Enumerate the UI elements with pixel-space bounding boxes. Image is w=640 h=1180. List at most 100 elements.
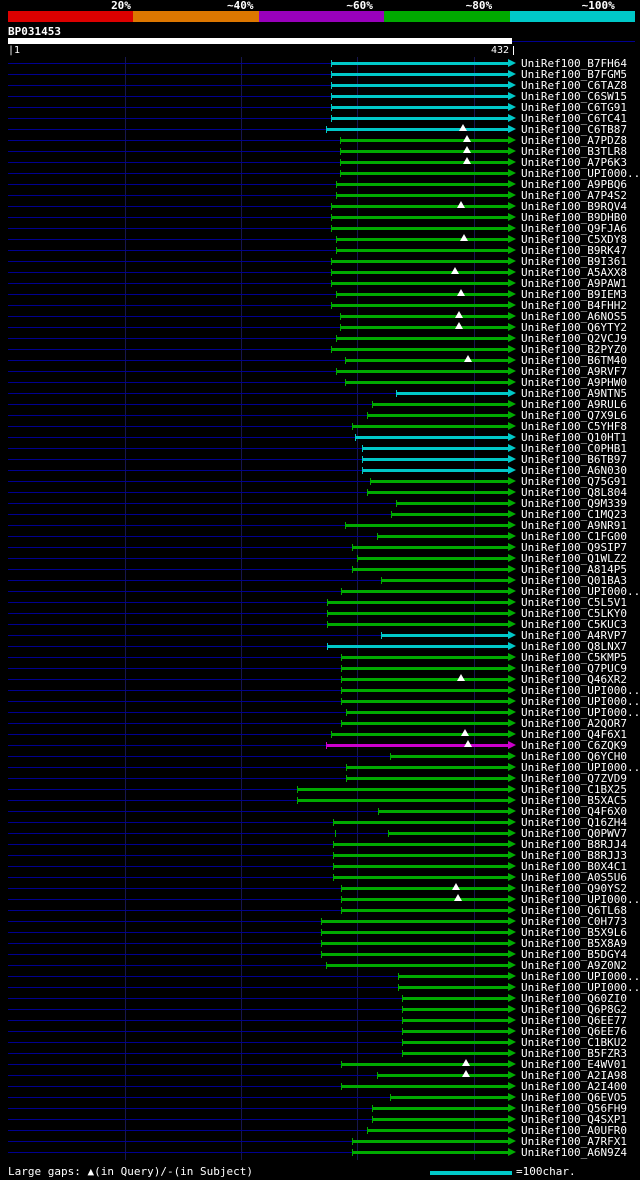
hit-bar[interactable] xyxy=(402,1019,508,1022)
hit-bar[interactable] xyxy=(352,568,508,571)
hit-bar[interactable] xyxy=(333,821,508,824)
hit-bar[interactable] xyxy=(362,458,508,461)
hit-bar[interactable] xyxy=(340,150,508,153)
hit-bar[interactable] xyxy=(331,348,508,351)
hit-bar[interactable] xyxy=(336,337,508,340)
hit-bar[interactable] xyxy=(331,260,508,263)
hit-bar[interactable] xyxy=(327,601,508,604)
hit-bar[interactable] xyxy=(355,436,508,439)
hit-bar[interactable] xyxy=(398,986,508,989)
hit-bar[interactable] xyxy=(346,711,508,714)
hit-bar[interactable] xyxy=(352,1140,508,1143)
hit-bar[interactable] xyxy=(367,414,508,417)
hit-bar[interactable] xyxy=(327,612,508,615)
hit-bar[interactable] xyxy=(352,1151,508,1154)
hit-bar[interactable] xyxy=(297,788,508,791)
hit-bar[interactable] xyxy=(327,645,508,648)
hit-bar[interactable] xyxy=(341,909,508,912)
hit-bar[interactable] xyxy=(336,249,508,252)
hit-bar[interactable] xyxy=(297,799,508,802)
hit-bar[interactable] xyxy=(327,623,508,626)
hit-bar[interactable] xyxy=(340,161,508,164)
hit-bar[interactable] xyxy=(336,238,508,241)
hit-bar[interactable] xyxy=(331,282,508,285)
hit-bar[interactable] xyxy=(372,403,508,406)
hit-bar[interactable] xyxy=(381,634,508,637)
hit-bar[interactable] xyxy=(326,964,508,967)
hit-bar[interactable] xyxy=(396,392,508,395)
hit-bar[interactable] xyxy=(341,590,508,593)
hit-bar[interactable] xyxy=(331,73,508,76)
hit-bar[interactable] xyxy=(402,997,508,1000)
hit-bar[interactable] xyxy=(331,95,508,98)
hit-bar[interactable] xyxy=(391,513,508,516)
hit-bar[interactable] xyxy=(333,865,508,868)
hit-bar[interactable] xyxy=(345,524,508,527)
hit-bar[interactable] xyxy=(333,854,508,857)
hit-bar[interactable] xyxy=(331,117,508,120)
hit-bar[interactable] xyxy=(402,1030,508,1033)
hit-bar[interactable] xyxy=(346,777,508,780)
hit-bar[interactable] xyxy=(340,139,508,142)
hit-bar[interactable] xyxy=(345,381,508,384)
hit-bar[interactable] xyxy=(345,359,508,362)
hit-bar[interactable] xyxy=(331,271,508,274)
hit-bar[interactable] xyxy=(331,216,508,219)
hit-bar[interactable] xyxy=(381,579,508,582)
hit-bar[interactable] xyxy=(333,876,508,879)
hit-bar[interactable] xyxy=(341,656,508,659)
hit-bar[interactable] xyxy=(331,733,508,736)
hit-bar[interactable] xyxy=(362,447,508,450)
hit-bar[interactable] xyxy=(340,315,508,318)
hit-bar[interactable] xyxy=(367,491,508,494)
hit-bar[interactable] xyxy=(321,953,508,956)
hit-bar[interactable] xyxy=(336,194,508,197)
hit-bar[interactable] xyxy=(333,843,508,846)
hit-bar[interactable] xyxy=(331,227,508,230)
hit-bar[interactable] xyxy=(331,84,508,87)
hit-bar[interactable] xyxy=(340,326,508,329)
hit-bar[interactable] xyxy=(341,898,508,901)
hit-bar[interactable] xyxy=(340,172,508,175)
hit-bar[interactable] xyxy=(321,920,508,923)
hit-bar[interactable] xyxy=(388,832,508,835)
hit-bar[interactable] xyxy=(336,370,508,373)
hit-bar[interactable] xyxy=(362,469,508,472)
hit-bar[interactable] xyxy=(341,678,508,681)
hit-bar[interactable] xyxy=(331,62,508,65)
hit-bar[interactable] xyxy=(346,766,508,769)
hit-bar[interactable] xyxy=(402,1041,508,1044)
hit-bar[interactable] xyxy=(378,810,508,813)
hit-bar[interactable] xyxy=(357,557,508,560)
hit-bar[interactable] xyxy=(341,689,508,692)
hit-bar[interactable] xyxy=(341,722,508,725)
hit-bar[interactable] xyxy=(341,667,508,670)
hit-bar[interactable] xyxy=(367,1129,508,1132)
hit-bar[interactable] xyxy=(390,1096,508,1099)
hit-bar[interactable] xyxy=(331,304,508,307)
hit-bar[interactable] xyxy=(341,887,508,890)
hit-bar[interactable] xyxy=(326,744,508,747)
hit-bar[interactable] xyxy=(331,106,508,109)
hit-bar[interactable] xyxy=(377,535,508,538)
hit-bar[interactable] xyxy=(321,942,508,945)
hit-bar[interactable] xyxy=(372,1107,508,1110)
hit-bar[interactable] xyxy=(331,205,508,208)
hit-bar[interactable] xyxy=(326,128,508,131)
hit-bar[interactable] xyxy=(390,755,508,758)
hit-bar[interactable] xyxy=(336,293,508,296)
hit-bar[interactable] xyxy=(402,1052,508,1055)
hit-bar[interactable] xyxy=(352,425,508,428)
hit-bar[interactable] xyxy=(377,1074,508,1077)
hit-bar[interactable] xyxy=(398,975,508,978)
hit-bar[interactable] xyxy=(372,1118,508,1121)
hit-bar[interactable] xyxy=(402,1008,508,1011)
hit-bar[interactable] xyxy=(396,502,508,505)
hit-bar[interactable] xyxy=(370,480,508,483)
hit-bar[interactable] xyxy=(352,546,508,549)
hit-bar[interactable] xyxy=(341,1085,508,1088)
hit-bar[interactable] xyxy=(321,931,508,934)
hit-bar[interactable] xyxy=(341,700,508,703)
hit-bar[interactable] xyxy=(341,1063,508,1066)
hit-bar[interactable] xyxy=(336,183,508,186)
